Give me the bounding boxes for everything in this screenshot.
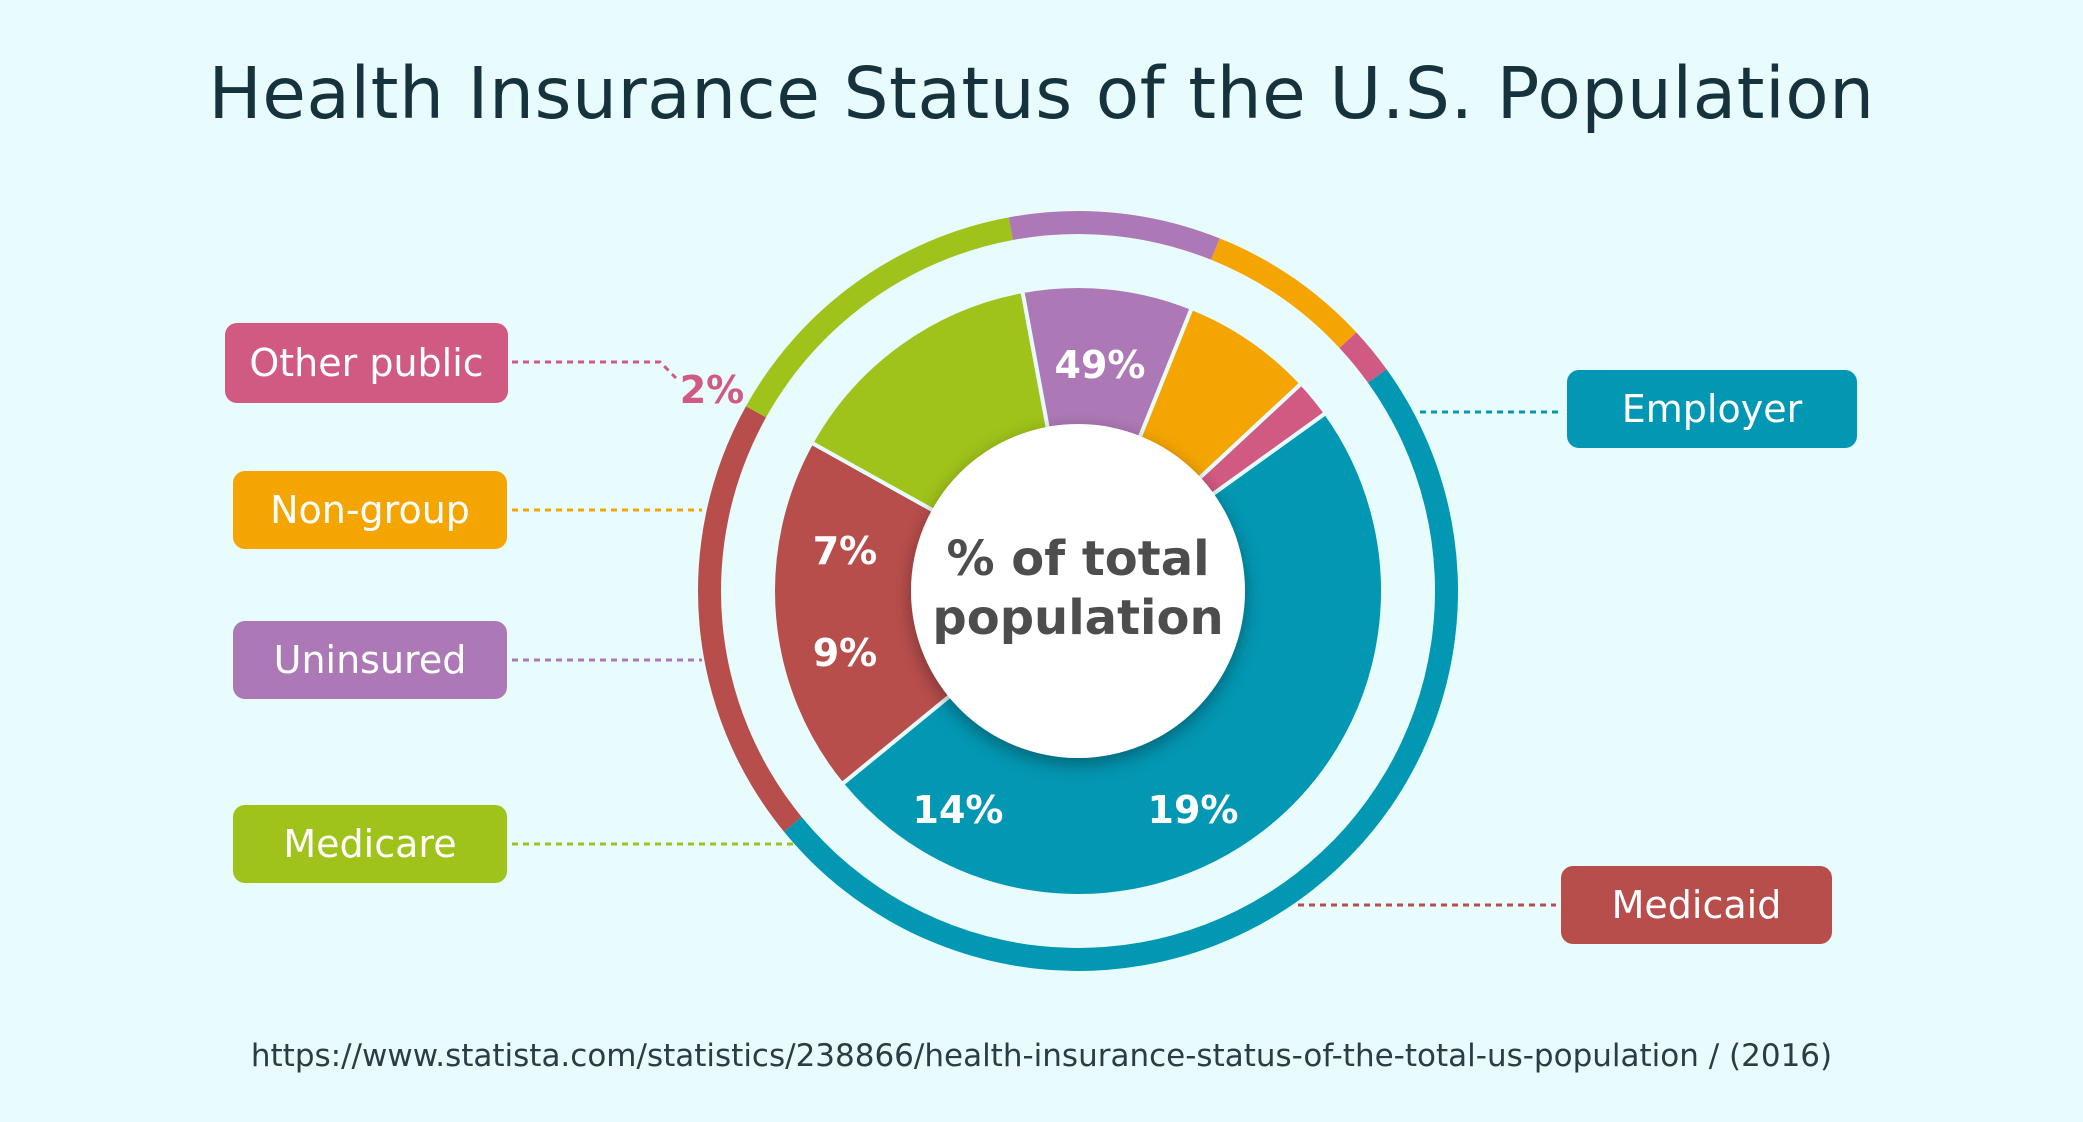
connector-line-other-public [512,360,678,380]
source-citation[interactable]: https://www.statista.com/statistics/2388… [250,1038,1833,1074]
value-label-other-public: 2% [680,368,745,412]
legend-label-non-group: Non-group [233,471,507,549]
legend-label-other-public: Other public [225,323,508,403]
chart-title: Health Insurance Status of the U.S. Popu… [208,52,1875,135]
outer-ring-segment-other-public [1339,332,1387,383]
legend-label-medicaid: Medicaid [1561,866,1832,944]
value-label-non-group: 7% [813,529,878,573]
outer-ring-segment-non-group [1211,238,1357,348]
center-circle [911,424,1245,758]
value-label-medicaid: 19% [1148,788,1239,832]
legend-label-uninsured: Uninsured [233,621,507,699]
legend-label-medicare: Medicare [233,805,507,883]
value-label-uninsured: 9% [813,631,878,675]
value-label-medicare: 14% [913,788,1004,832]
center-label-line-2: population [932,590,1223,646]
outer-ring-segment-uninsured [1008,211,1220,260]
outer-ring-segment-medicare [745,217,1013,418]
center-label-line-1: % of total [946,531,1209,587]
legend-label-employer: Employer [1567,370,1857,448]
outer-ring-segment-medicaid [698,406,802,832]
value-label-employer: 49% [1055,343,1146,387]
